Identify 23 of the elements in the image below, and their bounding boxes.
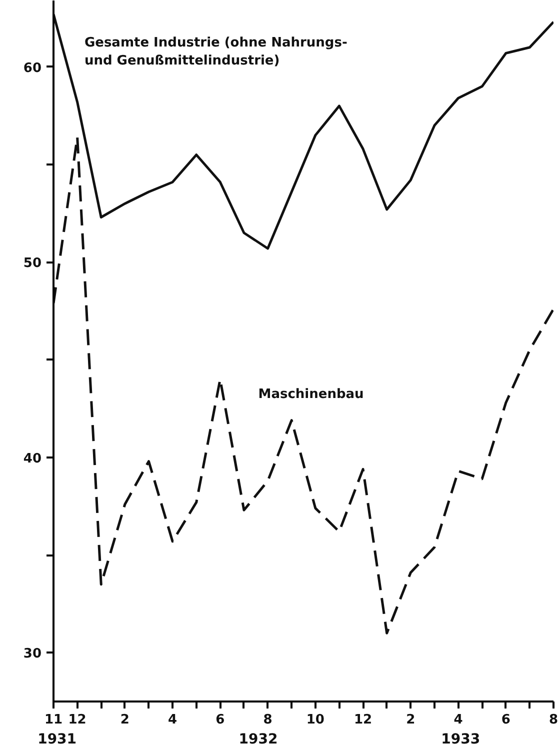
x-tick-label: 2 [120,712,130,728]
x-tick-label: 12 [68,712,86,728]
x-tick-label: 4 [454,712,463,728]
text: 1931 [38,732,77,746]
x-tick-label: 11 [44,712,63,728]
x-tick-label: 6 [216,712,225,728]
text: 1933 [441,732,480,746]
text: 1932 [238,732,278,746]
y-tick-label: 30 [23,646,42,662]
x-tick-label: 4 [168,712,178,728]
text: Maschinenbau [258,387,364,402]
y-tick-label: 50 [23,256,42,272]
x-tick-label: 10 [306,712,324,728]
x-tick-label: 2 [406,712,416,728]
x-tick-label: 8 [263,712,272,728]
y-tick-label: 40 [23,451,42,466]
y-tick-label: 60 [23,60,42,76]
x-tick-label: 8 [548,712,558,728]
series-label: Gesamte Industrie (ohne Nahrungs- und Genußmittelindustrie) [84,36,348,69]
line-series [54,12,554,250]
x-tick-label: 12 [354,712,372,728]
x-tick-label: 6 [501,712,510,728]
line-series [54,136,554,634]
